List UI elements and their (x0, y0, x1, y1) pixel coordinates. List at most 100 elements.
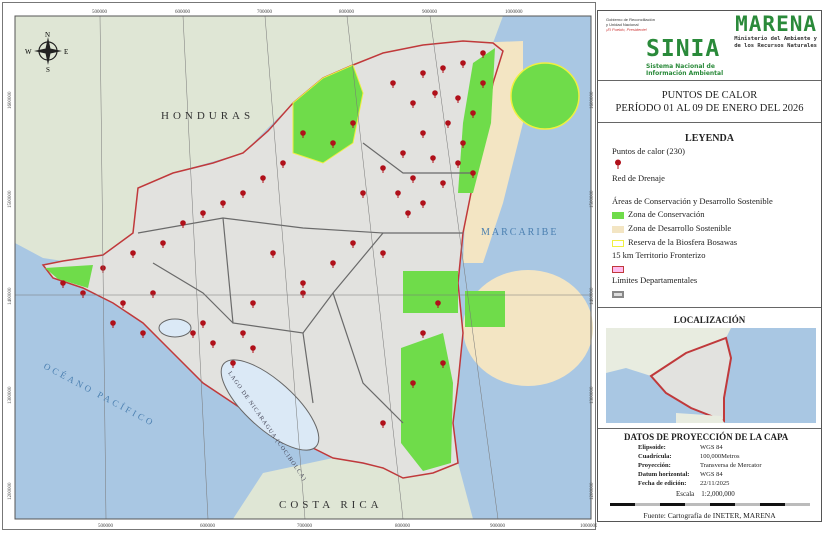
conservation-south (401, 333, 453, 471)
hotspot-pin (260, 175, 266, 183)
sustainable-zone-sea (463, 270, 593, 386)
hotspot-pin (60, 280, 66, 288)
x-tick-label: 1000000 (505, 10, 523, 15)
x-tick-label: 500000 (98, 524, 114, 529)
logos-header: Gobierno de Reconciliación y Unidad Nacio… (598, 11, 821, 81)
hotspot-pin (300, 280, 306, 288)
hotspot-pin (360, 190, 366, 198)
department-boundaries (137, 142, 473, 424)
x-tick-label: 500000 (92, 10, 108, 15)
lake-managua (158, 318, 192, 338)
hotspot-map[interactable]: 500000 600000 700000 800000 900000 1000000 500… (3, 3, 597, 531)
y-tick-label: 1400000 (8, 287, 13, 305)
hotspot-pin (460, 140, 466, 148)
hotspot-pin (420, 200, 426, 208)
hotspot-pin (280, 160, 286, 168)
conservation-west (45, 265, 93, 288)
location-heading: LOCALIZACIÓN (673, 315, 746, 325)
government-logo: Gobierno de Reconciliación y Unidad Nacio… (606, 17, 655, 32)
legend-areas: Áreas de Conservación y Desarrollo Soste… (612, 196, 773, 206)
projection-row: Proyección: Transversa de Mercator (638, 462, 762, 469)
honduras-land (15, 16, 503, 261)
y-tick-label: 1500000 (8, 190, 13, 208)
hotspot-pin (350, 240, 356, 248)
y-tick-label: 1400000 (590, 287, 595, 305)
legend-hotspots: Puntos de calor (230) (612, 146, 685, 156)
y-tick-label: 1200000 (590, 482, 595, 500)
source-text: Fuente: Cartografía de INETER, MARENA (643, 511, 776, 520)
location-map (606, 328, 816, 423)
y-tick-label: 1500000 (590, 190, 595, 208)
hotspot-pin (130, 250, 136, 258)
hotspot-pin (250, 300, 256, 308)
label-marcaribe: MARCARIBE (481, 227, 558, 238)
hotspot-pin (455, 160, 461, 168)
marena-logo: MARENA (735, 12, 817, 36)
hotspot-pin (120, 300, 126, 308)
hotspot-pin (420, 330, 426, 338)
hotspot-pin (190, 330, 196, 338)
hotspot-pin (300, 130, 306, 138)
hotspot-pin (80, 290, 86, 298)
legend-sustainable: Zona de Desarrollo Sostenible (612, 223, 731, 233)
side-panel: Gobierno de Reconciliación y Unidad Nacio… (597, 10, 822, 522)
conservation-sea (465, 291, 505, 327)
projection-heading: DATOS DE PROYECCIÓN DE LA CAPA (624, 432, 789, 442)
legend-conservation: Zona de Conservación (612, 209, 704, 219)
projection-row: Datum horizontal: WGS 84 (638, 471, 723, 478)
compass-s: S (46, 66, 50, 74)
x-tick-label: 700000 (257, 10, 273, 15)
hotspot-pin (460, 60, 466, 68)
hotspot-pin (240, 190, 246, 198)
label-honduras: HONDURAS (161, 110, 254, 122)
hotspot-pin (480, 50, 486, 58)
legend-border-15km: 15 km Territorio Fronterizo (612, 250, 706, 260)
x-tick-label: 700000 (297, 524, 313, 529)
hotspot-pin (440, 65, 446, 73)
sinia-subtitle: Sistema Nacional de Información Ambiental (646, 63, 724, 77)
x-tick-label: 1000000 (580, 524, 597, 529)
y-tick-label: 1200000 (8, 482, 13, 500)
marena-subtitle: Ministerio del Ambiente y de los Recursos… (734, 36, 817, 49)
hotspot-pin (210, 340, 216, 348)
x-tick-label: 900000 (422, 10, 438, 15)
hotspot-pin (270, 250, 276, 258)
hotspot-pin (330, 260, 336, 268)
hotspot-pin (405, 210, 411, 218)
hotspot-pin (440, 180, 446, 188)
compass-rose-icon: N S E W (25, 31, 68, 74)
legend-bosawas: Reserva de la Biosfera Bosawas (612, 237, 737, 247)
legend-drainage: Red de Drenaje (612, 173, 665, 183)
grid-lines (15, 15, 591, 520)
map-pin-icon (615, 159, 621, 169)
y-tick-label: 1600000 (8, 91, 13, 109)
map-title: PUNTOS DE CALOR PERÍODO 01 AL 09 DE ENER… (598, 81, 821, 123)
conservation-center (403, 271, 458, 313)
scale-bar (610, 503, 810, 506)
title-line-2: PERÍODO 01 AL 09 DE ENERO DEL 2026 (615, 103, 804, 114)
title-line-1: PUNTOS DE CALOR (661, 90, 758, 101)
hotspot-pin (470, 170, 476, 178)
hotspot-pin (420, 70, 426, 78)
hotspot-pin (480, 80, 486, 88)
hotspot-pin (445, 120, 451, 128)
map-frame[interactable]: 500000 600000 700000 800000 900000 1000000 500… (2, 2, 597, 531)
hotspot-pin (200, 210, 206, 218)
hotspot-pin (470, 110, 476, 118)
lake-nicaragua (220, 359, 320, 451)
hotspot-pin (110, 320, 116, 328)
scale-text: Escala 1:2,000,000 (676, 490, 735, 498)
hotspot-pin (440, 360, 446, 368)
hotspot-points (60, 50, 486, 428)
projection-row: Elipsoide: WGS 84 (638, 444, 723, 451)
compass-e: E (64, 48, 68, 56)
hotspot-pin (200, 320, 206, 328)
hotspot-pin (435, 300, 441, 308)
map-neatline (14, 15, 592, 520)
x-tick-label: 800000 (339, 10, 355, 15)
hotspot-pin (380, 420, 386, 428)
y-tick-label: 1300000 (8, 386, 13, 404)
hotspot-pin (240, 330, 246, 338)
hotspot-pin (390, 80, 396, 88)
hotspot-pin (432, 90, 438, 98)
